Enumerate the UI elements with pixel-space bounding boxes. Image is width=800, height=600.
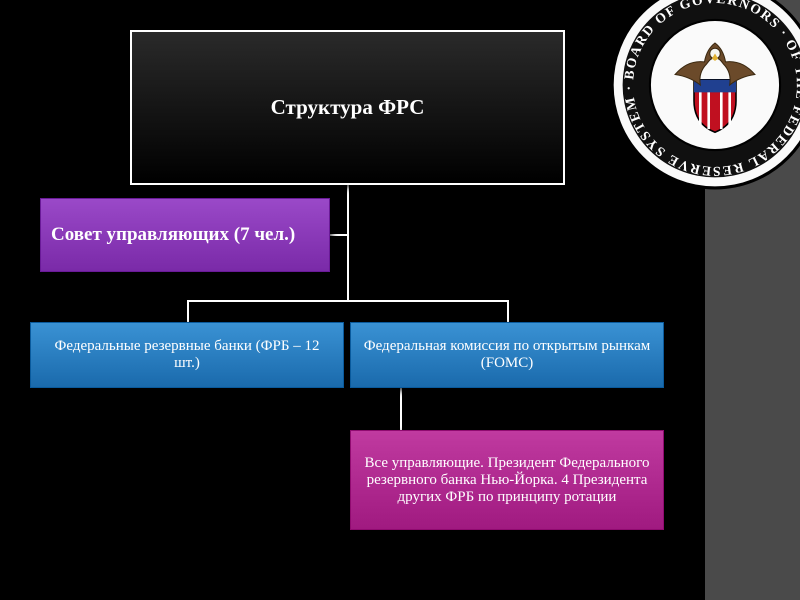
detail-label: Все управляющие. Президент Федерального … xyxy=(361,455,653,506)
edge-title-down xyxy=(347,185,349,300)
edge-split-horizontal xyxy=(187,300,509,302)
edge-fomc-detail xyxy=(400,388,402,430)
board-label: Совет управляющих (7 чел.) xyxy=(51,224,319,246)
title-label: Структура ФРС xyxy=(271,95,425,120)
node-detail: Все управляющие. Президент Федерального … xyxy=(350,430,664,530)
node-board: Совет управляющих (7 чел.) xyxy=(40,198,330,272)
fed-seal: BOARD OF GOVERNORS · OF THE FEDERAL RESE… xyxy=(610,0,800,190)
node-title: Структура ФРС xyxy=(130,30,565,185)
frb-label: Федеральные резервные банки (ФРБ – 12 шт… xyxy=(41,338,333,372)
node-fomc: Федеральная комиссия по открытым рынкам … xyxy=(350,322,664,388)
fomc-label: Федеральная комиссия по открытым рынкам … xyxy=(361,338,653,372)
edge-to-board xyxy=(330,234,347,236)
node-frb: Федеральные резервные банки (ФРБ – 12 шт… xyxy=(30,322,344,388)
edge-to-frb xyxy=(187,300,189,322)
edge-to-fomc xyxy=(507,300,509,322)
